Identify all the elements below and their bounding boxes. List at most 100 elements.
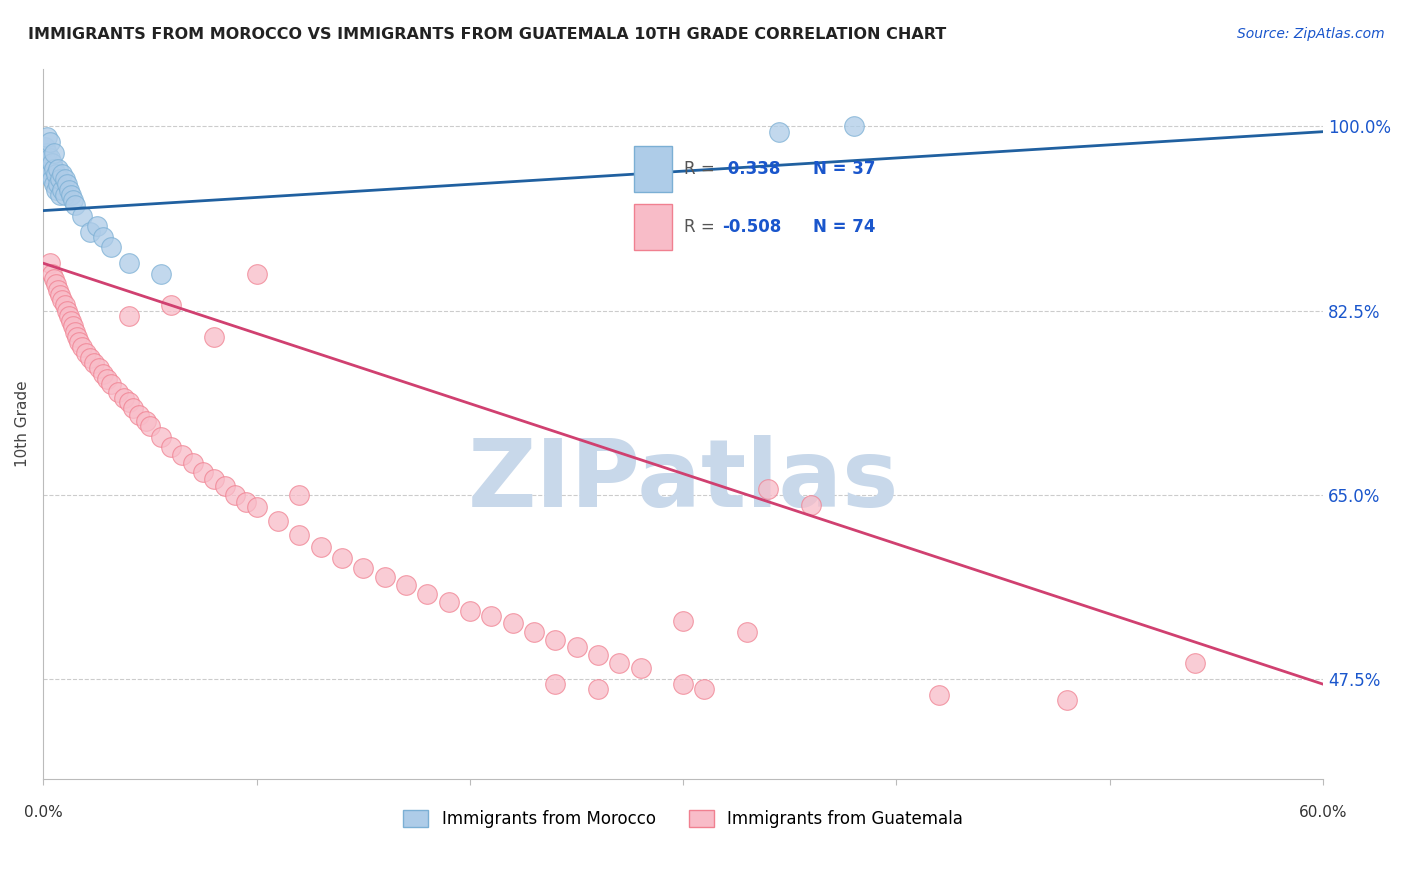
Point xyxy=(37,130,59,145)
Point xyxy=(523,624,546,639)
Point xyxy=(202,472,225,486)
Point xyxy=(62,193,84,207)
Text: ZIPatlas: ZIPatlas xyxy=(467,434,898,526)
Point xyxy=(87,361,110,376)
Point xyxy=(107,384,129,399)
Point xyxy=(245,500,267,515)
Point xyxy=(758,483,780,497)
Point xyxy=(86,219,108,234)
Point xyxy=(544,632,567,647)
Point xyxy=(672,677,695,691)
Point xyxy=(51,183,73,197)
Text: N = 74: N = 74 xyxy=(813,218,876,235)
Point xyxy=(59,314,82,328)
Point xyxy=(63,325,86,339)
Point xyxy=(586,682,609,697)
Point xyxy=(373,570,395,584)
Point xyxy=(37,161,59,176)
Point xyxy=(45,277,67,292)
Point xyxy=(607,656,630,670)
Point xyxy=(928,688,950,702)
Point xyxy=(70,340,93,354)
Point xyxy=(83,356,105,370)
Point xyxy=(49,172,72,186)
Point xyxy=(59,187,82,202)
Point xyxy=(100,377,122,392)
Point xyxy=(309,541,332,555)
Point xyxy=(79,351,101,365)
Point xyxy=(34,140,56,154)
Point xyxy=(38,151,60,165)
Text: Source: ZipAtlas.com: Source: ZipAtlas.com xyxy=(1237,27,1385,41)
Point xyxy=(149,267,172,281)
Text: N = 37: N = 37 xyxy=(813,161,876,178)
Point xyxy=(1056,693,1078,707)
Point xyxy=(46,178,69,192)
Point xyxy=(160,298,183,312)
Point xyxy=(181,456,204,470)
Point xyxy=(117,395,139,409)
Point xyxy=(1184,656,1206,670)
Point xyxy=(117,309,139,323)
Point xyxy=(479,608,502,623)
Point xyxy=(245,267,267,281)
Point xyxy=(63,198,86,212)
Point xyxy=(58,183,80,197)
Point xyxy=(139,419,162,434)
Point xyxy=(149,430,172,444)
Point xyxy=(193,465,215,479)
Point xyxy=(51,167,73,181)
Point xyxy=(49,187,72,202)
Point xyxy=(352,561,374,575)
Point xyxy=(91,367,114,381)
Point xyxy=(693,682,716,697)
Text: 60.0%: 60.0% xyxy=(1299,805,1347,821)
Text: -0.508: -0.508 xyxy=(723,218,782,235)
Point xyxy=(288,488,311,502)
Point xyxy=(58,309,80,323)
Point xyxy=(630,661,652,675)
Point xyxy=(38,135,60,149)
Point xyxy=(34,151,56,165)
Y-axis label: 10th Grade: 10th Grade xyxy=(15,380,30,467)
Point xyxy=(842,120,865,134)
Point xyxy=(46,283,69,297)
Point xyxy=(37,145,59,160)
Point xyxy=(170,448,193,462)
Bar xyxy=(634,204,672,250)
Point xyxy=(214,479,236,493)
Point xyxy=(79,225,101,239)
Point xyxy=(768,125,790,139)
Point xyxy=(66,330,89,344)
Point xyxy=(45,183,67,197)
Point xyxy=(735,624,758,639)
Point xyxy=(135,414,157,428)
Point xyxy=(69,335,91,350)
Point xyxy=(288,527,311,541)
Point xyxy=(41,267,63,281)
Point xyxy=(160,441,183,455)
Point xyxy=(100,240,122,254)
Point xyxy=(55,303,77,318)
Point xyxy=(38,167,60,181)
Point xyxy=(437,595,460,609)
Point xyxy=(41,156,63,170)
Point xyxy=(53,172,76,186)
Point xyxy=(42,178,65,192)
Point xyxy=(586,648,609,662)
Point xyxy=(42,161,65,176)
Point xyxy=(395,578,418,592)
Point xyxy=(800,498,823,512)
Text: IMMIGRANTS FROM MOROCCO VS IMMIGRANTS FROM GUATEMALA 10TH GRADE CORRELATION CHAR: IMMIGRANTS FROM MOROCCO VS IMMIGRANTS FR… xyxy=(28,27,946,42)
Bar xyxy=(634,146,672,192)
Point xyxy=(235,495,257,509)
Point xyxy=(41,172,63,186)
Point xyxy=(544,677,567,691)
Point xyxy=(121,401,143,416)
Point xyxy=(62,319,84,334)
Text: 0.0%: 0.0% xyxy=(24,805,63,821)
Point xyxy=(42,145,65,160)
Text: R =: R = xyxy=(683,161,714,178)
Point xyxy=(112,391,135,405)
Point xyxy=(672,614,695,628)
